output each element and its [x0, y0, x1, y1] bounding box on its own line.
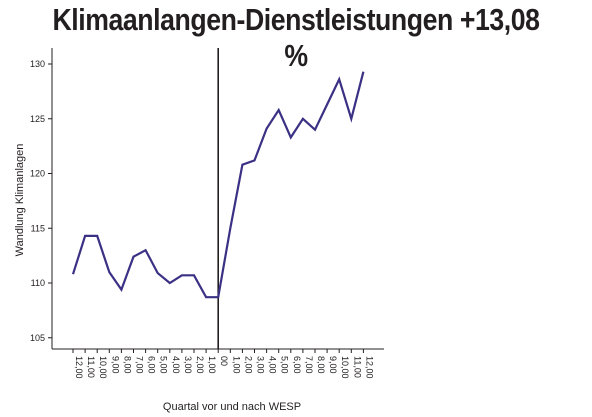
x-tick-label: 11,00 — [86, 356, 96, 378]
x-tick-label: 10,00 — [340, 356, 350, 379]
y-tick-label: 125 — [30, 114, 45, 124]
y-axis-label: Wandlung Klimanlagen — [14, 144, 26, 257]
x-tick-label: 6,00 — [292, 356, 302, 374]
x-tick-label: 3,00 — [256, 356, 266, 374]
x-tick-label: 11,00 — [352, 356, 362, 378]
x-tick-label: 5,00 — [280, 356, 290, 374]
y-tick-label: 115 — [31, 223, 45, 233]
x-tick-label: 12,00 — [74, 356, 84, 379]
x-tick-label: 00 — [219, 356, 229, 366]
x-tick-label: 2,00 — [243, 356, 253, 374]
series-line — [71, 71, 365, 299]
x-axis-ticks: 12,00 11,00 10,00 9,00 8,00 7,00 6,00 5,00 4,00 3… — [72, 349, 374, 379]
x-tick-label: 4,00 — [268, 356, 278, 374]
x-tick-label: 7,00 — [135, 356, 145, 374]
x-tick-label: 1,00 — [207, 356, 217, 374]
x-axis-label: Quartal vor und nach WESP — [163, 401, 301, 413]
x-tick-label: 1,00 — [231, 356, 241, 374]
x-tick-label: 5,00 — [159, 356, 169, 374]
x-tick-label: 8,00 — [316, 356, 326, 374]
x-tick-label: 7,00 — [304, 356, 314, 374]
y-tick-label: 120 — [30, 169, 45, 179]
y-tick-label: 110 — [31, 278, 45, 288]
x-tick-label: 9,00 — [328, 356, 338, 374]
series-layer — [71, 71, 365, 299]
x-tick-label: 12,00 — [364, 356, 374, 379]
y-tick-label: 105 — [30, 333, 45, 343]
chart-title: Klimaanlangen-Dienstleistungen +13,08 % — [52, 2, 540, 73]
x-tick-label: 9,00 — [110, 356, 120, 374]
x-tick-label: 10,00 — [98, 356, 108, 379]
y-tick-label: 130 — [30, 59, 45, 69]
x-tick-label: 3,00 — [183, 356, 193, 374]
y-axis-ticks: 105 110 115 120 125 130 — [30, 59, 52, 343]
x-tick-label: 8,00 — [122, 356, 132, 374]
x-tick-label: 4,00 — [171, 356, 181, 374]
x-tick-label: 6,00 — [147, 356, 157, 374]
x-tick-label: 2,00 — [195, 356, 205, 374]
